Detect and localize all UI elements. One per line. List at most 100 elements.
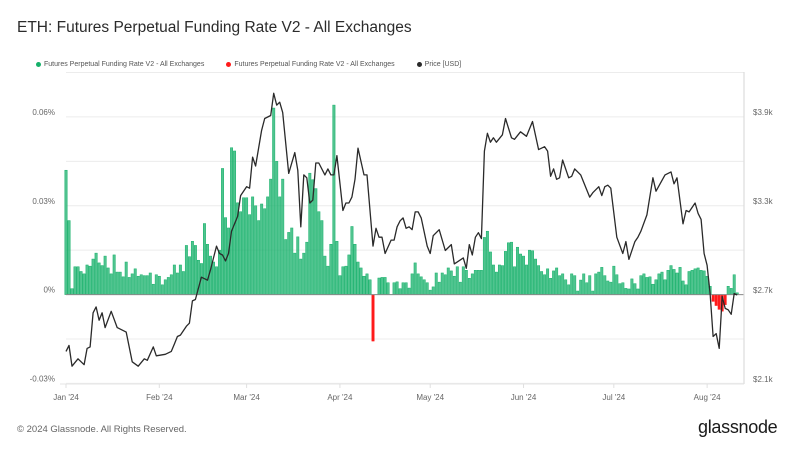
funding-bar-positive [356,261,360,295]
funding-bar-positive [320,220,324,295]
y-left-tick-label: -0.03% [30,374,55,383]
x-tick-label: May '24 [416,393,444,402]
funding-bar-positive [139,274,143,295]
funding-bar-positive [597,271,601,295]
funding-bar-positive [675,272,679,295]
funding-bar-positive [494,271,498,295]
funding-bar-positive [94,252,98,295]
funding-bar-positive [254,205,258,295]
funding-bar-positive [431,286,435,295]
funding-bar-positive [630,278,634,295]
funding-bar-positive [118,271,122,295]
legend-item-funding-negative[interactable]: Futures Perpetual Funding Rate V2 - All … [226,61,395,68]
funding-bar-positive [585,282,589,295]
funding-bar-positive [127,277,131,295]
funding-bar-positive [449,270,453,295]
funding-bar-positive [482,237,486,295]
legend-dot-green-icon [36,62,41,67]
y-right-tick-label: $2.1k [753,375,774,384]
funding-bar-positive [106,267,110,295]
funding-bar-positive [594,273,598,295]
funding-bar-positive [555,267,559,295]
funding-bar-positive [531,250,534,295]
funding-bar-positive [546,268,550,295]
funding-bar-positive [446,267,450,295]
funding-bar-positive [537,265,541,295]
funding-bar-positive [570,273,574,295]
funding-bar-positive [678,267,682,295]
funding-bar-positive [272,107,276,295]
funding-bar-positive [130,273,134,295]
funding-bar-positive [461,266,465,295]
funding-bar-positive [684,284,688,295]
funding-bar-positive [305,241,309,295]
funding-bar-positive [175,272,179,295]
funding-bar-positive [425,282,429,295]
funding-bar-positive [488,251,492,295]
funding-bar-positive [163,279,167,295]
funding-bar-positive [702,270,706,295]
funding-bar-positive [203,223,206,295]
funding-bar-positive [260,203,264,295]
funding-bar-positive [85,264,89,295]
funding-bar-positive [266,196,270,295]
funding-bar-positive [696,267,700,295]
funding-bar-positive [404,282,408,295]
funding-bar-positive [693,268,697,295]
funding-bar-positive [588,275,592,295]
funding-bar-positive [206,243,209,295]
y-left-tick-label: 0.06% [32,108,55,117]
funding-bar-positive [335,241,339,295]
funding-bar-positive [669,265,673,295]
funding-bar-positive [467,278,471,295]
funding-bar-positive [636,288,640,295]
funding-bar-positive [224,217,227,295]
funding-bar-positive [245,197,249,295]
funding-bar-positive [398,288,402,295]
funding-bar-positive [323,255,327,295]
funding-bar-positive [187,256,191,295]
funding-bar-positive [633,283,637,295]
funding-bar-positive [543,274,547,295]
x-tick-label: Aug '24 [694,393,721,402]
funding-bar-positive [654,279,658,295]
funding-bar-positive [455,266,459,295]
funding-bar-positive [184,245,188,295]
legend-item-funding-positive[interactable]: Futures Perpetual Funding Rate V2 - All … [36,61,204,68]
funding-bar-positive [242,197,246,295]
funding-bar-positive [561,273,565,295]
funding-bar-positive [401,282,405,295]
funding-bar-positive [97,262,101,295]
funding-bar-positive [672,269,676,295]
funding-bar-positive [359,267,363,295]
funding-bar-positive [666,270,670,295]
funding-bar-positive [591,290,595,295]
funding-bar-positive [419,276,423,295]
funding-bar-positive [392,282,396,295]
funding-bar-positive [275,161,279,295]
funding-bar-positive [528,249,531,295]
funding-bar-positive [516,246,519,295]
funding-bar-negative [371,294,375,342]
price-series-line [65,92,738,367]
funding-bar-positive [639,275,643,295]
funding-bar-positive [395,281,399,295]
funding-bar-positive [510,241,513,295]
funding-bar-positive [263,208,267,295]
legend-label: Futures Perpetual Funding Rate V2 - All … [44,61,205,68]
funding-bar-positive [558,275,562,295]
funding-bar-positive [579,279,583,295]
glassnode-logo[interactable]: glassnode [698,417,778,437]
funding-bar-positive [380,277,384,295]
legend-item-price[interactable]: Price [USD] [416,61,461,68]
funding-bar-positive [239,211,243,295]
funding-bar-positive [314,188,318,295]
funding-bar-positive [172,264,176,295]
funding-bar-positive [687,271,691,295]
funding-bar-positive [79,271,83,295]
funding-bar-positive [151,283,155,295]
x-tick-label: Feb '24 [146,393,173,402]
funding-bar-positive [567,284,571,295]
funding-bar-positive [178,264,182,295]
